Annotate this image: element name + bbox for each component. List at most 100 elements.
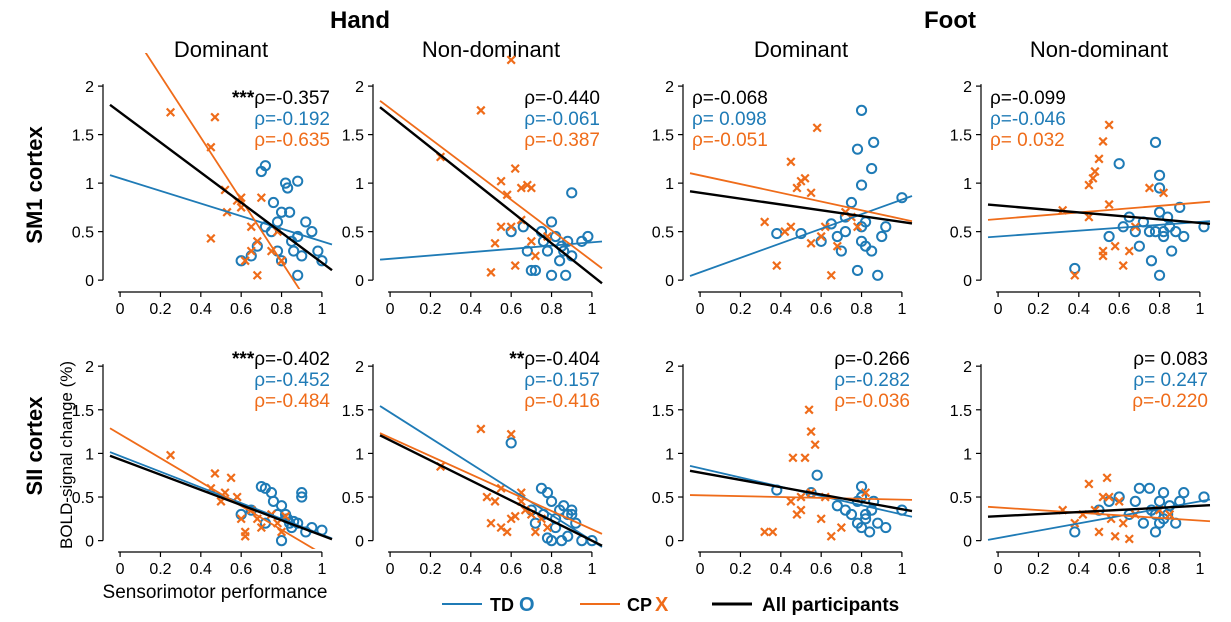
y-tick-label: 0	[85, 534, 94, 551]
cp-point	[1124, 246, 1134, 256]
x-tick-label: 1	[317, 301, 326, 318]
y-tick-label: 0.5	[342, 225, 364, 242]
td-point	[296, 487, 308, 499]
td-point	[1143, 226, 1156, 238]
cp-point	[786, 157, 796, 167]
cp-point	[812, 123, 822, 133]
td-point	[811, 469, 823, 481]
y-tick-label: 2	[963, 359, 972, 376]
td-point	[1153, 169, 1166, 181]
x-tick-label: 0.8	[1148, 301, 1170, 318]
cp-point	[516, 183, 526, 193]
cp-point	[496, 176, 506, 186]
cp-point	[861, 488, 871, 498]
x-tick-label: 0.4	[770, 301, 792, 318]
y-tick-label: 1.5	[652, 128, 674, 145]
td-point	[1133, 482, 1145, 494]
cp-point	[256, 522, 266, 533]
cp-point	[768, 527, 778, 537]
td-point	[271, 216, 284, 228]
rho-cp: ρ=-0.220	[1132, 391, 1208, 412]
y-tick-label: 0.5	[652, 490, 674, 507]
td-point	[1153, 182, 1166, 194]
y-tick-label: 0	[665, 534, 674, 551]
td-point	[866, 162, 878, 175]
rho-td: ρ=-0.046	[990, 109, 1066, 130]
all-fit-line	[109, 103, 333, 272]
td-fit-line	[379, 405, 603, 548]
x-tick-label: 1	[897, 561, 906, 578]
td-point	[1137, 517, 1150, 529]
td-point	[545, 216, 558, 228]
td-point	[529, 264, 542, 277]
x-axis-label: Sensorimotor performance	[103, 582, 328, 603]
y-tick-label: 2	[963, 79, 972, 96]
x-tick-label: 0.8	[270, 561, 292, 578]
x-tick-label: 0.2	[1027, 301, 1049, 318]
cp-point	[1104, 120, 1114, 130]
td-point	[312, 245, 324, 257]
y-tick-label: 2	[85, 79, 94, 96]
td-point	[855, 104, 868, 116]
td-point	[1157, 230, 1170, 243]
td-point	[1178, 487, 1190, 499]
cp-point	[826, 270, 836, 280]
td-point	[586, 535, 598, 547]
cp-point	[256, 193, 266, 203]
cp-point	[510, 163, 520, 174]
cp-point	[165, 450, 176, 460]
y-tick-label: 0	[963, 273, 972, 290]
td-point	[864, 526, 876, 538]
row-label-sii: SII cortex	[22, 396, 47, 496]
rho-value: ρ=-0.357	[254, 88, 330, 109]
td-point	[876, 230, 888, 243]
td-point	[1133, 240, 1145, 252]
td-point	[566, 508, 578, 521]
td-point	[1149, 226, 1162, 238]
cp-point	[496, 522, 506, 533]
panel-subtitle: Non-dominant	[1030, 37, 1168, 62]
td-point	[1149, 526, 1162, 538]
td-point	[521, 245, 533, 257]
x-tick-label: 0.4	[770, 561, 792, 578]
cp-point	[236, 514, 246, 524]
td-point	[292, 175, 304, 187]
y-tick-label: 0.5	[950, 225, 972, 242]
td-point	[1143, 482, 1156, 494]
cp-fit-line	[987, 200, 1211, 221]
td-point	[1145, 255, 1158, 267]
y-tick-label: 1	[963, 446, 972, 463]
x-tick-label: 0.2	[729, 301, 751, 318]
td-point	[582, 230, 594, 243]
td-point	[868, 495, 880, 507]
x-tick-label: 0.4	[1068, 301, 1090, 318]
x-tick-label: 0.6	[810, 561, 832, 578]
cp-point	[210, 468, 220, 479]
td-point	[1178, 230, 1190, 243]
x-tick-label: 0.6	[230, 561, 252, 578]
td-point	[541, 487, 554, 499]
cp-point	[486, 518, 496, 528]
y-tick-label: 2	[355, 79, 364, 96]
legend-all-label: All participants	[762, 595, 899, 616]
td-point	[1174, 201, 1186, 213]
cp-point	[1118, 518, 1128, 528]
cp-point	[1094, 154, 1104, 164]
cp-point	[476, 424, 486, 434]
group-title-foot: Foot	[924, 7, 976, 34]
cp-point	[826, 531, 836, 541]
td-point	[1069, 526, 1081, 538]
td-point	[282, 182, 294, 194]
x-tick-label: 0.2	[419, 301, 441, 318]
rho-td: ρ=-0.452	[254, 370, 330, 391]
td-point	[566, 504, 578, 516]
y-tick-label: 0.5	[72, 490, 94, 507]
td-point	[855, 179, 868, 191]
td-point	[292, 269, 304, 281]
all-fit-line	[689, 190, 913, 225]
td-fit-line	[109, 174, 333, 246]
cp-point	[486, 267, 496, 277]
cp-point	[1098, 136, 1108, 146]
y-tick-label: 1.5	[72, 128, 94, 145]
cp-point	[490, 496, 500, 506]
